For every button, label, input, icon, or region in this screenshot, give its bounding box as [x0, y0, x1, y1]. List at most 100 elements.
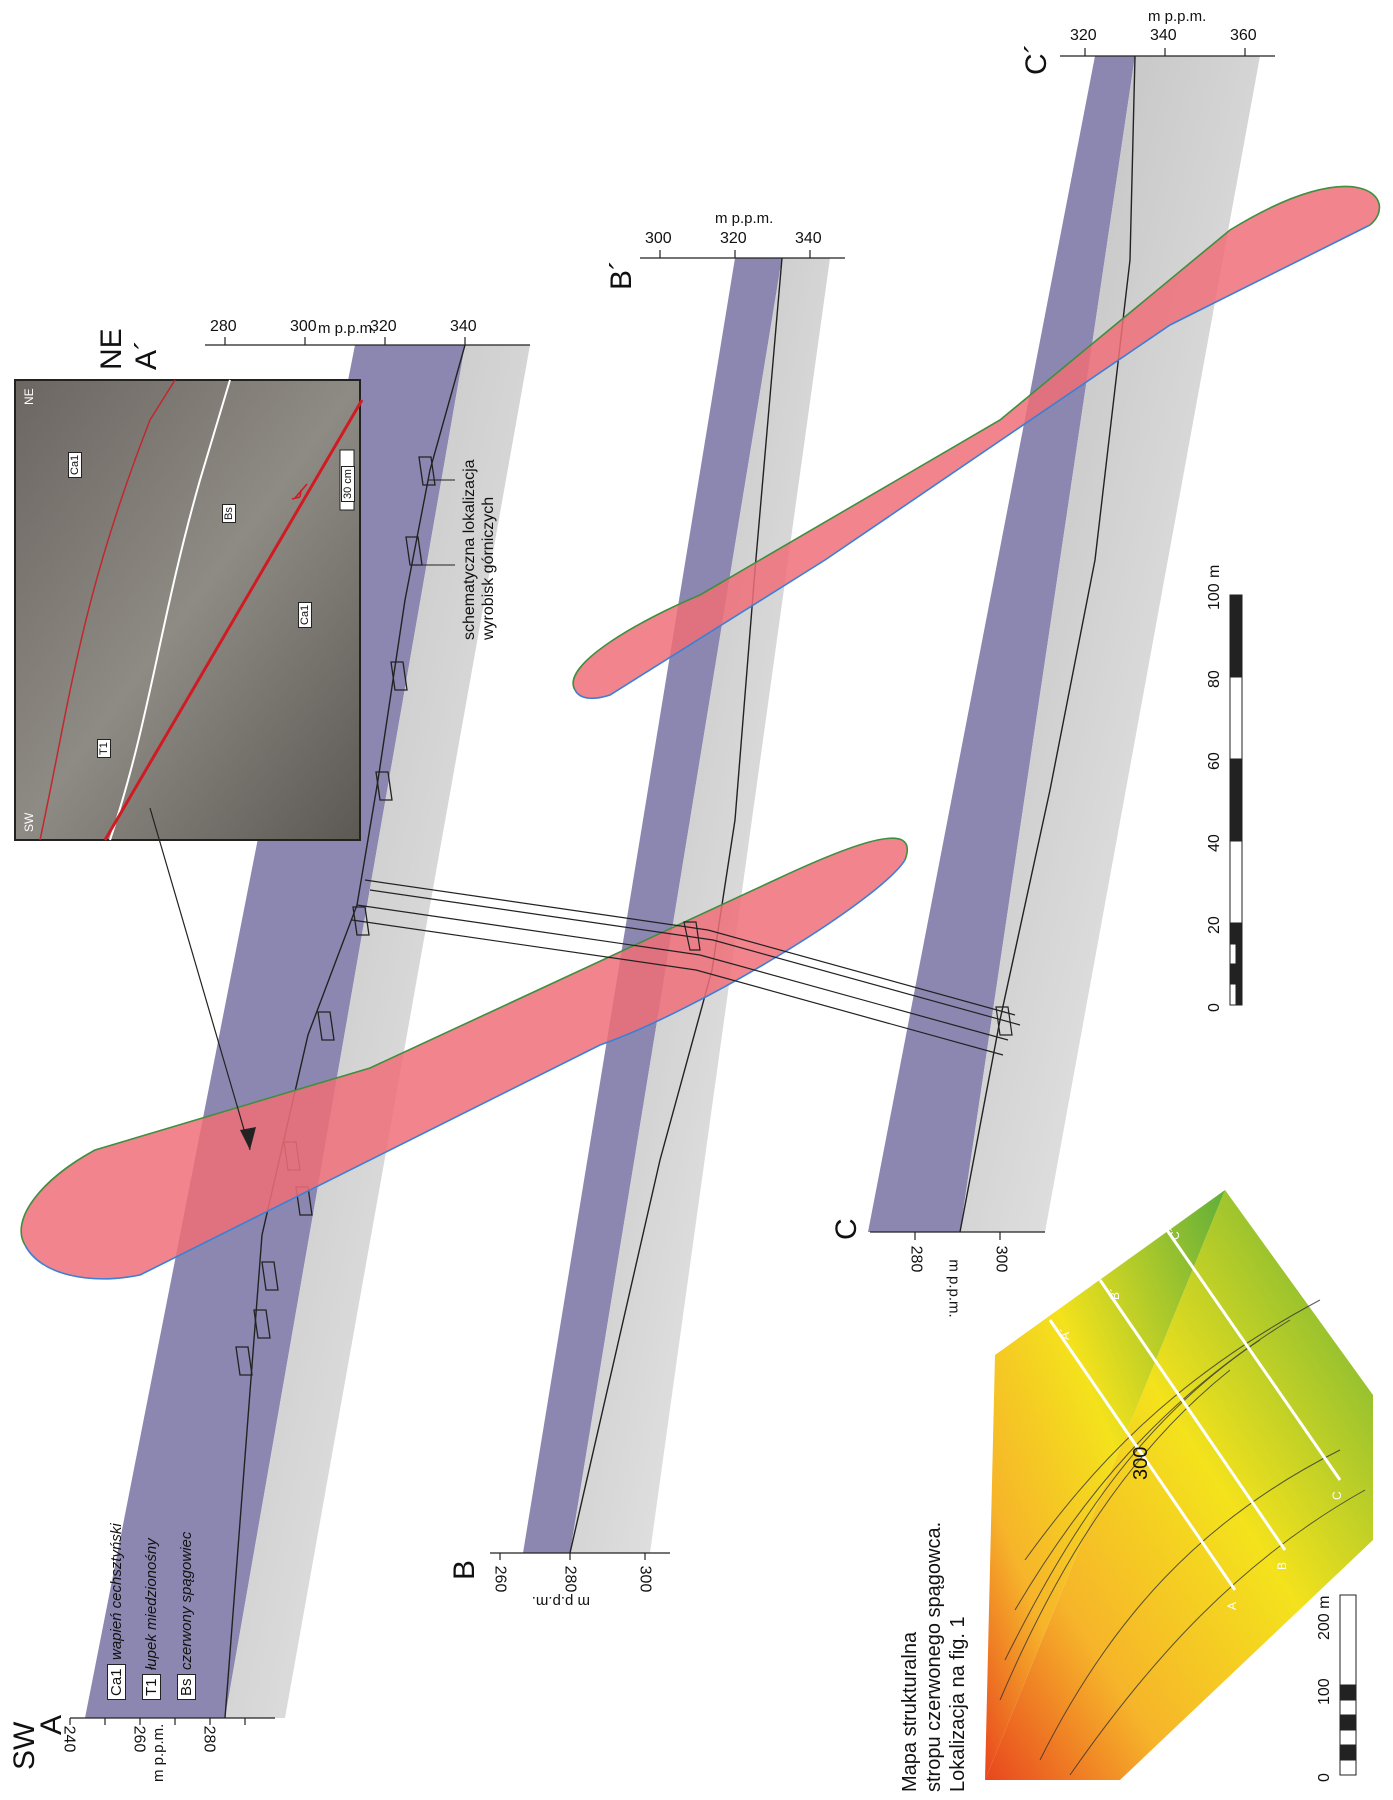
section-b-boundary-line [569, 257, 783, 1554]
section-a-limestone-band [85, 345, 465, 1718]
scale-bar-tick-80: 80 [1206, 670, 1223, 688]
photo-pointer-arrowhead [240, 1127, 256, 1150]
section-c-end-tick-1: 320 [1070, 27, 1097, 44]
section-c-end-tick-2: 340 [1150, 27, 1177, 44]
legend-bs-code: Bs [177, 1674, 196, 1700]
section-b-start-axis-title: m p.p.m. [531, 1593, 590, 1610]
legend-ca1: Ca1 wapień cechsztyński [107, 1523, 126, 1700]
section-b-start-tick-3: 300 [636, 1565, 654, 1593]
map-title-line1: Mapa strukturalna [899, 1631, 921, 1792]
section-a-start-tick-2: 260 [130, 1725, 148, 1753]
section-c [868, 55, 1260, 1233]
map-scale-bar [1339, 1594, 1357, 1776]
section-b-end-axis-title: m p.p.m. [715, 210, 774, 227]
legend-ca1-text: wapień cechsztyński [108, 1523, 125, 1661]
section-c-limestone-band [868, 56, 1135, 1232]
mine-working-annotation-line1: schematyczna lokalizacja [461, 459, 478, 640]
photo-label-bs: Bs [222, 504, 236, 523]
fault-plane-1 [20, 837, 908, 1280]
scale-bar-tick-100: 100 [1206, 583, 1223, 610]
axis-c-end [1060, 48, 1275, 57]
photo-sw-label: SW [22, 812, 36, 832]
map-line-c-end: C´ [1168, 1227, 1182, 1240]
section-b-end-tick-1: 300 [645, 230, 672, 247]
section-a-end-tick-3: 320 [370, 318, 397, 335]
map-line-a-start: A [1225, 1601, 1239, 1610]
scale-bar-tick-0: 0 [1206, 1003, 1223, 1012]
correlation-boxes [351, 879, 1021, 1056]
photo-pointer-arrow [149, 807, 251, 1151]
scale-bar-tick-20: 20 [1206, 916, 1223, 934]
section-b-end-label: B´ [605, 260, 638, 290]
map-line-a-end: A´ [1058, 1328, 1072, 1340]
scale-bar-tick-40: 40 [1206, 834, 1223, 852]
fault-plane-2-bottom-edge [574, 224, 1371, 700]
structural-map [985, 1190, 1373, 1780]
section-c-end-tick-3: 360 [1230, 27, 1257, 44]
section-b-start-tick-2: 280 [561, 1565, 579, 1593]
legend-t1-text: łupek miedzionośny [143, 1538, 160, 1671]
axis-c-start [870, 1231, 1045, 1240]
section-a-sandstone-band [225, 345, 530, 1718]
scale-bar-unit: m [1206, 564, 1223, 578]
photo-ca1-top-contact [39, 379, 176, 841]
map-contours [999, 1299, 1366, 1776]
map-scale-tick-0: 0 [1316, 1773, 1333, 1782]
section-c-start-label: C [830, 1218, 863, 1240]
photo-ne-label: NE [22, 388, 36, 405]
map-section-lines [1048, 1219, 1342, 1591]
map-scale-tick-100: 100 [1316, 1678, 1333, 1705]
photo-label-t1: T1 [97, 739, 111, 758]
section-a-end-dir: NE [95, 328, 128, 370]
map-title-line3: Lokalizacja na fig. 1 [947, 1616, 969, 1792]
section-b-start-label: B [448, 1559, 481, 1580]
axis-b-start [490, 1552, 670, 1560]
photo-label-ca1-top: Ca1 [68, 451, 82, 478]
photo-scale-label: 30 cm [341, 466, 355, 502]
section-a-end-tick-4: 340 [450, 318, 477, 335]
map-contour-label: 300 [1130, 1446, 1152, 1480]
photo-movement-arrow [291, 483, 308, 500]
legend-t1-code: T1 [142, 1674, 161, 1700]
section-c-start-tick-1: 280 [907, 1245, 925, 1273]
mine-working-markers-a [235, 456, 436, 1376]
section-c-end-label: C´ [1020, 43, 1053, 75]
photo-label-ca1-bottom: Ca1 [298, 601, 312, 628]
section-b-end-tick-2: 320 [720, 230, 747, 247]
legend-ca1-code: Ca1 [107, 1664, 126, 1700]
section-a-start-tick-1: 240 [60, 1725, 78, 1753]
legend-bs-text: czerwony spągowiec [178, 1531, 195, 1671]
axis-a-start [69, 1717, 275, 1725]
map-scale-tick-200: 200 m [1316, 1595, 1333, 1640]
fault-plane-2 [572, 185, 1381, 700]
section-b-end-tick-3: 340 [795, 230, 822, 247]
section-c-boundary-line [959, 55, 1136, 1233]
scale-bar-tick-60: 60 [1206, 752, 1223, 770]
map-title-line2: stropu czerwonego spągowca. [923, 1521, 945, 1792]
fault-plane-1-bottom-edge [24, 859, 906, 1280]
section-b-start-tick-1: 260 [491, 1565, 509, 1593]
fault-plane-1-top-edge [20, 837, 908, 1246]
map-title: Mapa strukturalna stropu czerwonego spąg… [898, 1522, 970, 1792]
section-b-limestone-band [523, 258, 782, 1553]
map-line-b-start: B [1275, 1561, 1289, 1570]
legend-bs: Bs czerwony spągowiec [177, 1531, 196, 1700]
photo-t1-contact [109, 379, 231, 841]
axis-a-end [205, 337, 530, 346]
mine-working-annotation: schematyczna lokalizacja wyrobisk górnic… [460, 459, 498, 640]
section-a-end-label: A´ [130, 340, 163, 370]
section-a-end-tick-1: 280 [210, 318, 237, 335]
section-a-end-tick-2: 300 [290, 318, 317, 335]
section-a-start-tick-3: 280 [200, 1725, 218, 1753]
fault-plane-2-shape [573, 186, 1380, 699]
map-area-fill [985, 1190, 1225, 1780]
section-a-end-axis-title: m p.p.m. [318, 320, 377, 337]
map-area [985, 1190, 1373, 1780]
section-c-start-axis-title: m p.p.m. [945, 1259, 963, 1318]
fault-plane-1-shape [21, 838, 908, 1279]
scale-bar-100m [1229, 594, 1243, 1006]
map-line-c-start: C [1330, 1491, 1344, 1500]
section-c-start-tick-2: 300 [992, 1245, 1010, 1273]
axis-b-end [640, 250, 845, 259]
